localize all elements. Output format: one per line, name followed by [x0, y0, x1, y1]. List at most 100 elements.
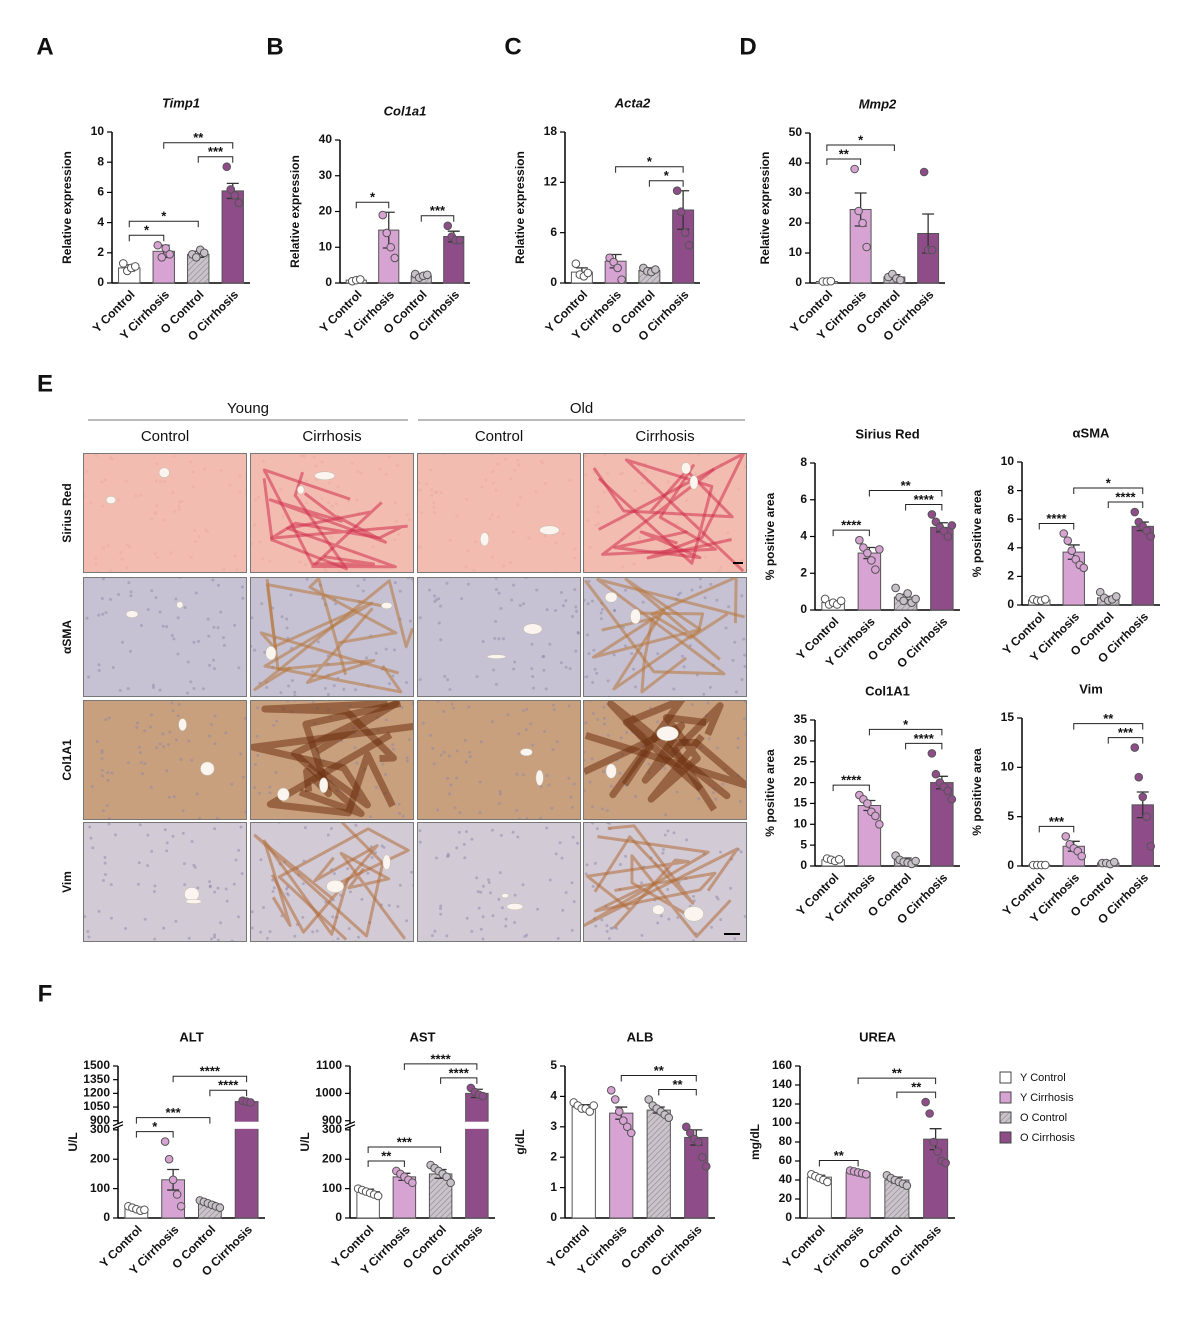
nucleus [655, 720, 659, 724]
micrograph [250, 453, 414, 573]
nucleus [600, 918, 604, 922]
nucleus [135, 725, 139, 729]
nucleus [497, 801, 501, 805]
nucleus [554, 541, 558, 545]
nucleus [517, 463, 521, 467]
nucleus [211, 578, 215, 582]
data-point [1142, 812, 1152, 821]
nucleus [531, 686, 535, 690]
nucleus [709, 925, 713, 929]
nucleus [418, 488, 422, 492]
nucleus [497, 637, 501, 641]
significance-label: * [858, 132, 864, 147]
nucleus [588, 545, 592, 549]
nucleus [595, 827, 599, 831]
data-point [626, 1128, 636, 1138]
nucleus [260, 602, 264, 606]
nucleus [256, 495, 260, 499]
frame [583, 577, 747, 697]
significance-label: *** [166, 1105, 182, 1120]
fibrosis [270, 521, 408, 540]
nucleus [238, 474, 242, 478]
nucleus [222, 567, 226, 571]
y-tick-label: 2 [800, 565, 807, 579]
chart-title: Col1a1 [384, 103, 427, 118]
y-tick-label: 900 [90, 1113, 110, 1127]
significance-label: **** [1115, 489, 1136, 504]
nucleus [418, 545, 422, 549]
data-point [118, 259, 128, 268]
nucleus [736, 737, 740, 741]
nucleus [632, 667, 636, 671]
nucleus [736, 746, 740, 750]
nucleus [585, 675, 589, 679]
row-label: αSMA [60, 620, 74, 654]
nucleus [570, 881, 574, 885]
vessel [184, 887, 200, 902]
nucleus [146, 833, 150, 837]
nucleus [570, 928, 574, 932]
frame [417, 700, 581, 820]
nucleus [381, 762, 385, 766]
nucleus [510, 598, 514, 602]
tissue [83, 700, 247, 820]
nucleus [733, 937, 737, 941]
nucleus [462, 842, 466, 846]
nucleus [150, 517, 154, 521]
nucleus [552, 708, 556, 712]
row-label: Vim [60, 871, 74, 893]
nucleus [156, 556, 160, 560]
fibrosis [270, 844, 379, 934]
tissue [417, 577, 581, 697]
nucleus [692, 895, 696, 899]
nucleus [564, 890, 568, 894]
nucleus [150, 589, 154, 593]
nucleus [521, 883, 525, 887]
y-tick-label: 5 [800, 837, 807, 851]
y-tick-label: 2 [1007, 569, 1014, 583]
y-tick-label: 60 [779, 1153, 793, 1167]
nucleus [432, 505, 436, 509]
significance-label: ** [672, 1077, 683, 1092]
y-tick-label: 0 [800, 602, 807, 616]
nucleus [129, 590, 133, 594]
fibrosis [263, 601, 403, 694]
y-tick-label: 50 [789, 125, 803, 139]
significance-label: **** [431, 1051, 452, 1066]
nucleus [404, 680, 408, 684]
data-point [875, 545, 884, 554]
nucleus [659, 914, 663, 918]
nucleus [118, 688, 122, 692]
data-point [1067, 546, 1077, 555]
nucleus [417, 480, 421, 484]
y-tick-label: 300 [90, 1122, 110, 1136]
nucleus [354, 688, 358, 692]
nucleus [275, 719, 279, 723]
nucleus [590, 757, 594, 761]
nucleus [239, 825, 243, 829]
y-tick-label: 0 [550, 275, 557, 289]
data-point [943, 786, 953, 796]
nucleus [493, 636, 497, 640]
nucleus [323, 567, 327, 571]
y-tick-label: 4 [550, 1089, 557, 1103]
micrograph [583, 453, 747, 573]
nucleus [442, 709, 446, 713]
nucleus [158, 742, 162, 746]
significance-bracket [440, 1077, 478, 1084]
nucleus [455, 776, 459, 780]
nucleus [361, 589, 365, 593]
nucleus [594, 924, 598, 928]
nucleus [177, 504, 181, 508]
nucleus [395, 519, 399, 523]
data-point [855, 535, 864, 545]
legend-swatch [999, 1111, 1012, 1124]
nucleus [439, 604, 443, 608]
nucleus [189, 680, 193, 684]
significance-label: **** [218, 1078, 239, 1093]
nucleus [430, 934, 434, 938]
nucleus [329, 826, 333, 830]
nucleus [564, 665, 568, 669]
frame [417, 577, 581, 697]
nucleus [448, 792, 452, 796]
